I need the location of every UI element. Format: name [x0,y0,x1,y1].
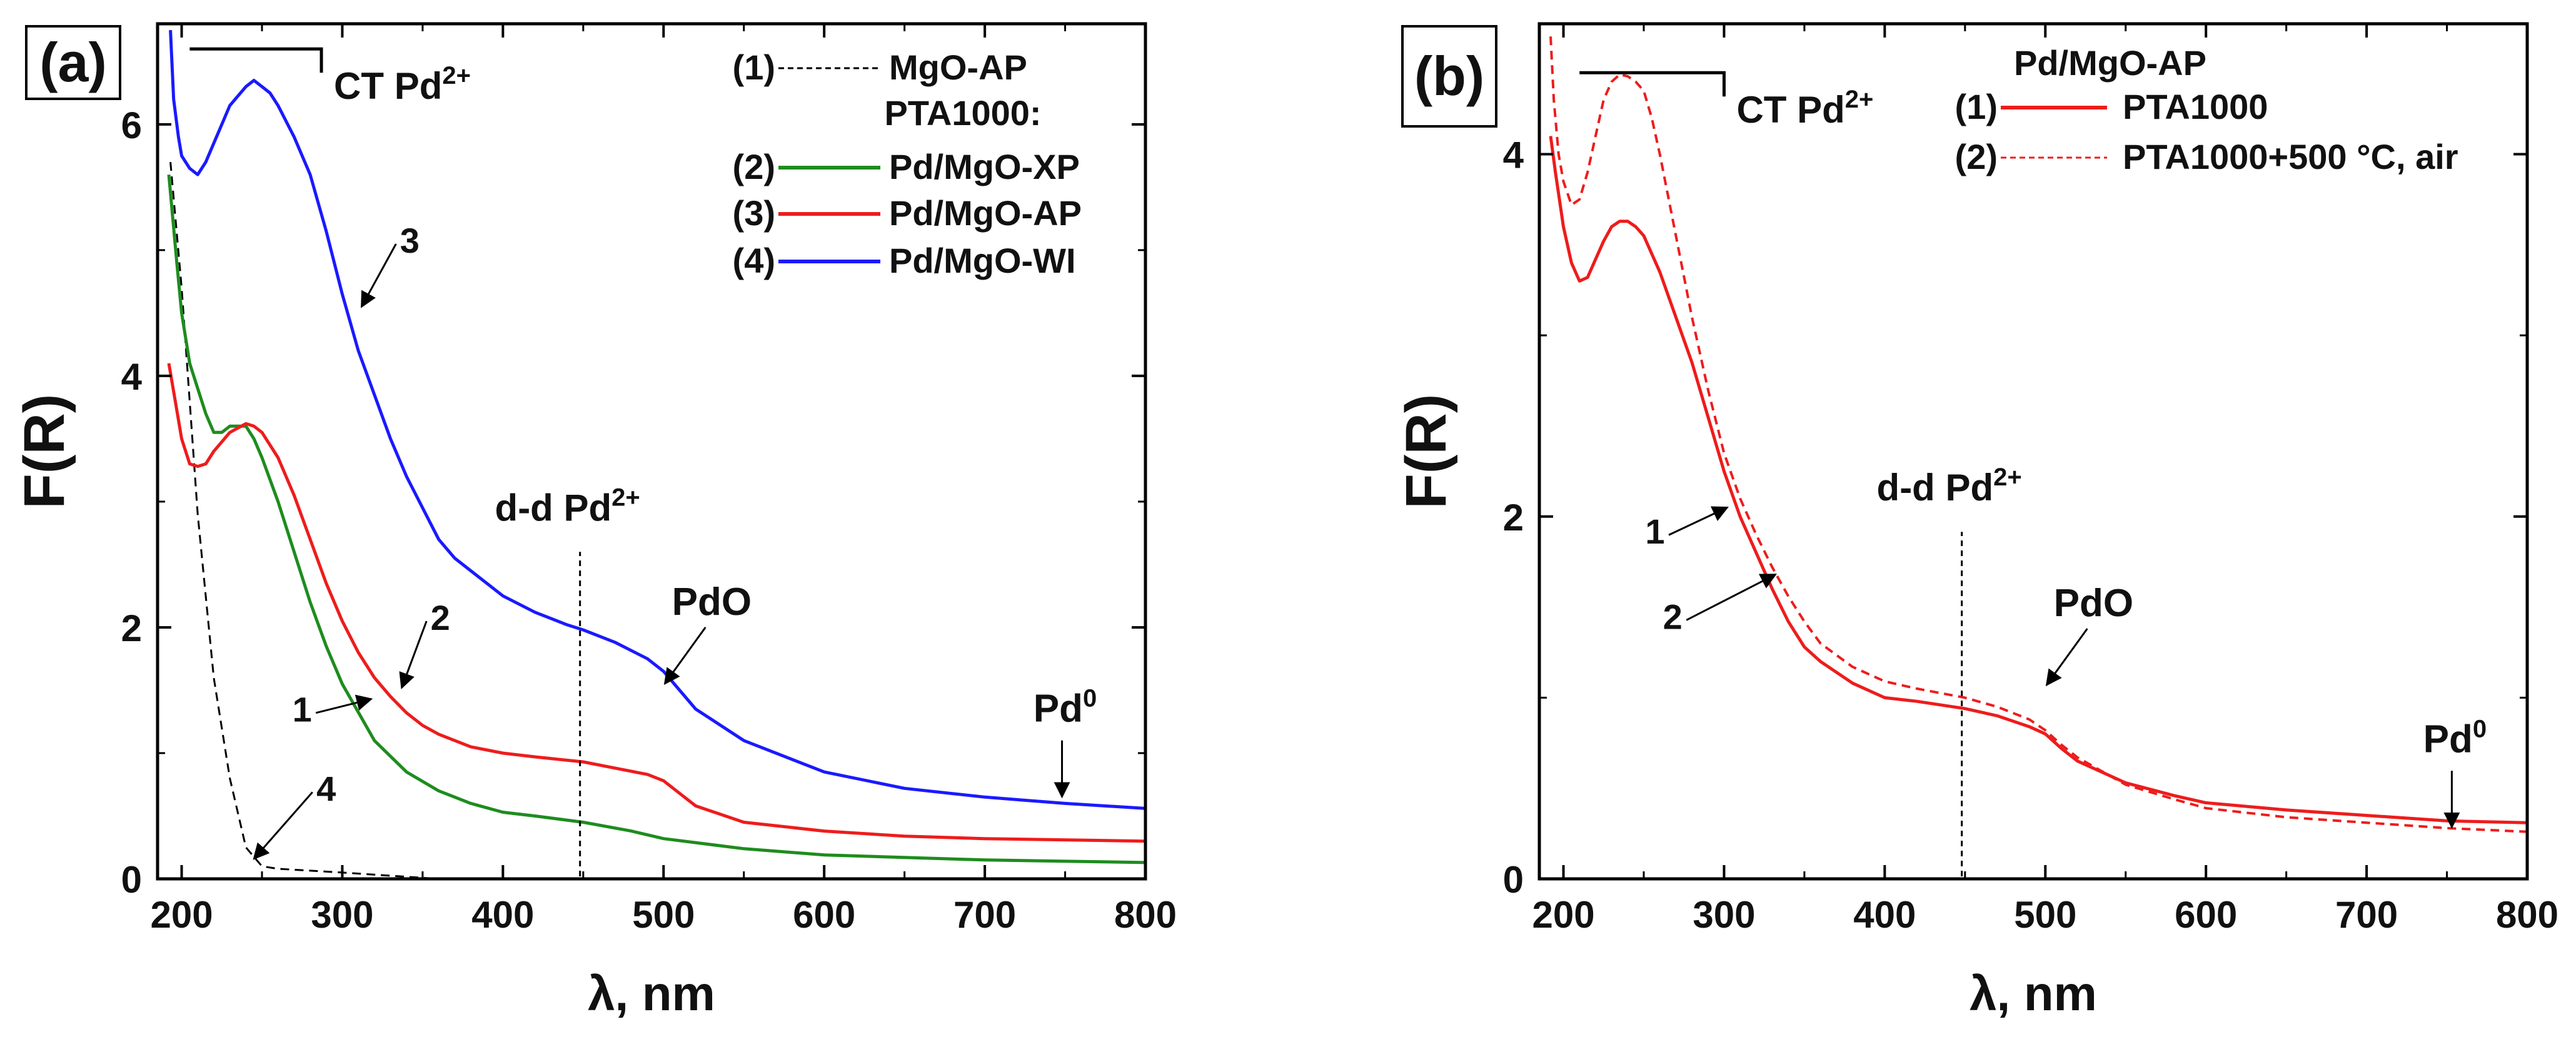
panel-label-box [25,25,121,100]
x-tick-label: 500 [632,894,695,936]
plot-frame [156,22,1147,881]
legend-entry-num: (1) [1955,87,1998,126]
ct-bracket [189,47,323,73]
series-line-2 [167,174,1146,864]
pdo-label: PdO [2054,582,2133,625]
curve-tag-4: 4 [316,769,336,808]
curve-tag-arrow-2 [399,621,428,689]
pd0-label: Pd0 [2423,715,2487,761]
legend-entry-name: Pd/MgO-XP [889,147,1080,186]
ct-label-text: CT Pd [1736,89,1844,131]
y-tick-label: 0 [121,859,142,901]
dd-label-sup: 2+ [1993,464,2022,491]
dd-label: d-d Pd2+ [1877,464,2022,509]
series-line-1 [1549,136,2528,824]
legend-entry-name: PTA1000 [2123,87,2268,126]
x-tick-label: 600 [793,894,855,936]
x-tick-label: 400 [1853,894,1916,936]
x-tick-label: 500 [2014,894,2076,936]
legend-title: Pd/MgO-AP [2014,43,2206,83]
pd0-label-text: Pd [1034,687,1083,731]
curve-tag-2: 2 [431,598,450,637]
curve-tag-2: 2 [1663,597,1683,636]
x-tick-label: 200 [150,894,213,936]
panel-label: (b) [1414,45,1484,107]
panel-b: 200 300 400 500 600 700 800 0 2 4 λ, nm F(R) (b) CT P… [1394,22,2558,1021]
curve-tag-arrow-2 [1686,574,1777,621]
legend-entry-num: (2) [1955,137,1998,176]
panel-a: 200 300 400 500 600 700 800 0 2 4 6 λ, nm F(R) (a) CT … [13,22,1177,1021]
pd0-label-sup: 0 [1083,685,1097,712]
x-tick-label: 800 [1114,894,1177,936]
dd-label: d-d Pd2+ [495,484,640,529]
x-axis-unit: , nm [615,966,715,1021]
curve-tag-arrow-1 [1668,506,1729,536]
legend-entry-num: (4) [733,241,775,280]
plot-frame [1537,22,2529,881]
x-tick-label: 300 [1693,894,1755,936]
series-line-4 [169,29,1146,810]
x-tick-label: 700 [953,894,1016,936]
x-axis-symbol: λ [1970,966,1996,1021]
legend-entry-name: MgO-AP [889,48,1027,87]
legend-entry-name: Pd/MgO-WI [889,241,1076,280]
ct-label-sup: 2+ [442,62,471,89]
y-tick-label: 2 [1503,497,1524,539]
curve-tag-arrow-4 [253,791,313,860]
dd-label-text: d-d Pd [495,487,612,529]
series-line-3 [167,363,1146,843]
y-tick-label: 4 [1503,134,1524,176]
curve-tag-arrow-1 [315,694,373,714]
x-tick-label: 700 [2335,894,2398,936]
x-tick-label: 400 [471,894,534,936]
panel-label-box [1401,25,1497,128]
legend-entry-name: PTA1000+500 °C, air [2123,137,2458,176]
ct-label-text: CT Pd [334,65,442,107]
x-tick-label: 600 [2175,894,2237,936]
pdo-label: PdO [672,580,752,624]
x-tick-label: 200 [1532,894,1594,936]
legend-header: PTA1000: [884,93,1041,133]
x-tick-label: 800 [2496,894,2558,936]
panel-label: (a) [39,31,107,93]
x-axis-title: λ, nm [588,966,715,1021]
curve-tag-3: 3 [400,221,420,260]
legend-entry-name: Pd/MgO-AP [889,193,1082,233]
curve-tag-arrow-3 [360,243,397,308]
pd0-label-text: Pd [2423,717,2473,761]
dd-label-text: d-d Pd [1877,467,1994,509]
legend-entry-num: (3) [733,193,775,233]
curve-tag-1: 1 [1645,512,1664,551]
ct-label: CT Pd2+ [334,62,471,107]
series-line-2 [1549,36,2528,833]
y-tick-label: 0 [1503,859,1524,901]
ct-label: CT Pd2+ [1736,86,1873,131]
ct-bracket [1579,71,1726,97]
y-axis-title: F(R) [1394,394,1458,509]
dd-label-sup: 2+ [611,484,640,511]
x-axis-symbol: λ [588,966,615,1021]
y-axis-title: F(R) [13,394,76,509]
legend-entry-num: (2) [733,147,775,186]
pd0-label: Pd0 [1034,685,1097,731]
pd0-label-sup: 0 [2473,715,2487,742]
x-axis-title: λ, nm [1970,966,2097,1021]
y-tick-label: 4 [121,356,143,398]
y-tick-label: 2 [121,607,142,649]
legend-entry-num: (1) [733,48,775,87]
y-tick-label: 6 [121,104,142,146]
ct-label-sup: 2+ [1845,86,1874,113]
x-tick-label: 300 [311,894,373,936]
pdo-arrow [2045,628,2088,687]
x-axis-unit: , nm [1997,966,2097,1021]
pdo-arrow [663,626,707,685]
curve-tag-1: 1 [293,690,312,729]
